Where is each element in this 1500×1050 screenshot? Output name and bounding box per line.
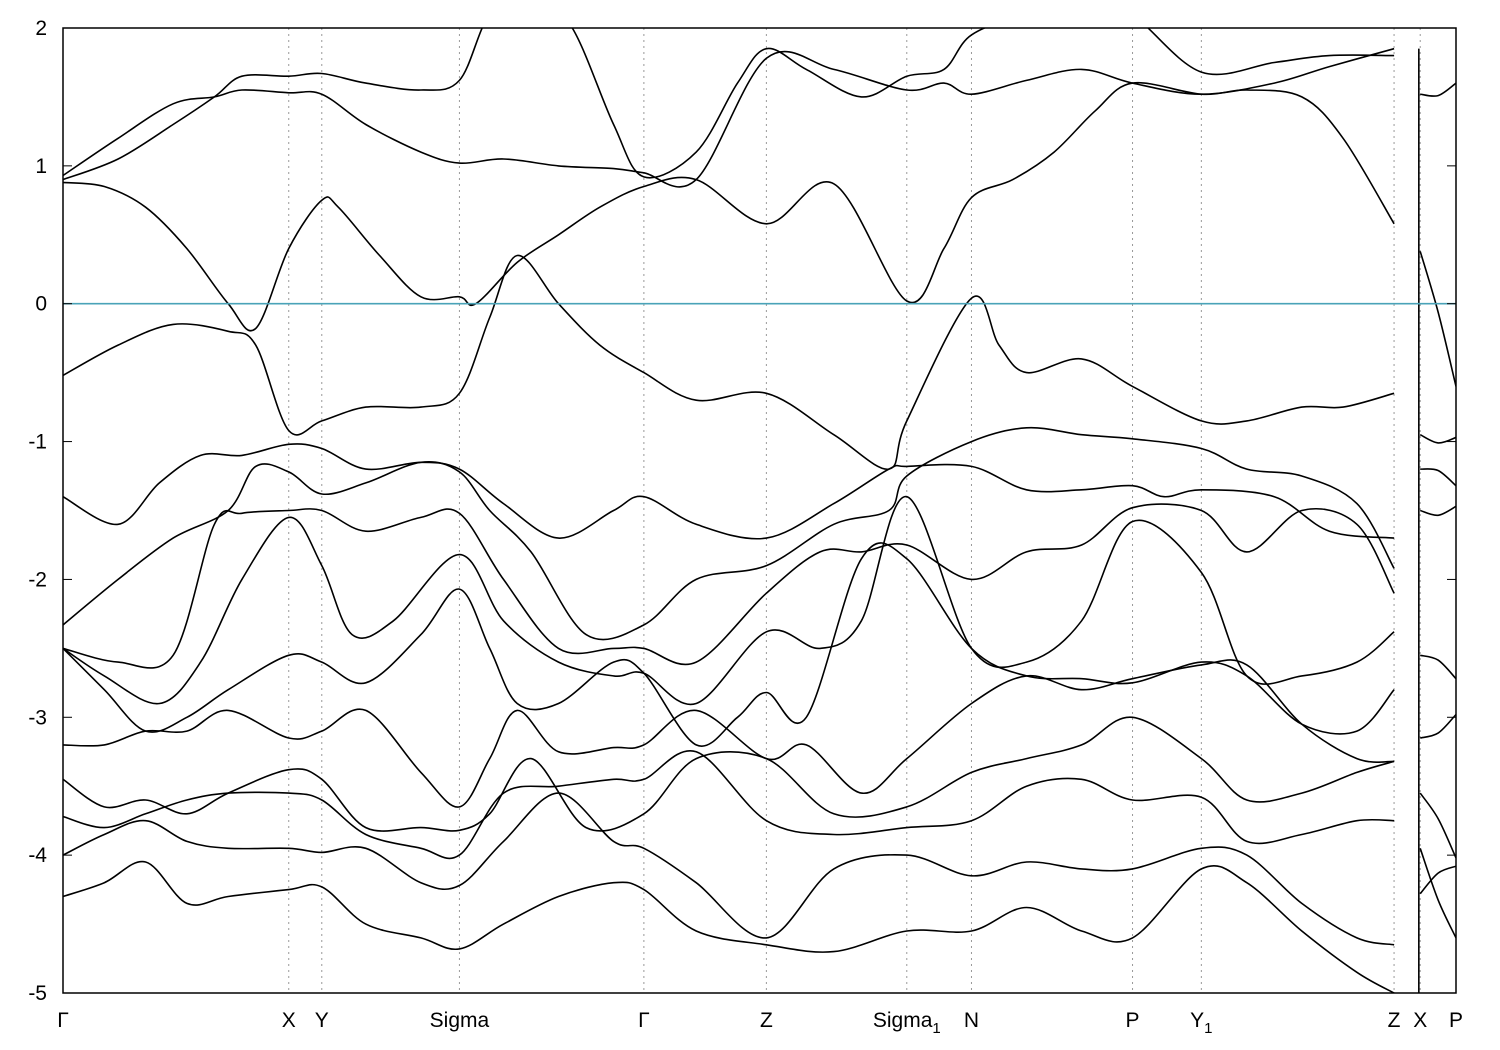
x-tick-label: Γ — [638, 1009, 650, 1032]
x-tick-label-subscript: 1 — [1204, 1020, 1212, 1037]
band-line-8 — [63, 495, 1395, 706]
y-tick-label: -1 — [28, 431, 47, 454]
y-tick-label: -5 — [28, 982, 47, 1005]
x-tick-label: P — [1449, 1009, 1463, 1032]
y-tick-label: 1 — [35, 155, 47, 178]
x-tick-label: Y1 — [1190, 1009, 1212, 1037]
band-line-11 — [63, 716, 1395, 832]
band-line-9 — [63, 542, 1395, 747]
band-line-right-7 — [1419, 713, 1456, 739]
band-line-4 — [63, 254, 1395, 470]
band-line-right-4 — [1420, 468, 1456, 487]
grid-lines — [288, 28, 1421, 993]
band-line-right-10 — [1419, 865, 1456, 895]
x-tick-label: P — [1126, 1009, 1140, 1032]
band-line-12 — [63, 749, 1395, 860]
band-line-right-2 — [1419, 251, 1456, 387]
x-tick-label: Z — [760, 1009, 773, 1032]
x-axis: Γ X Y Sigma Γ Z Sigma1 N P Y1 Z PX — [57, 1009, 1463, 1037]
band-line-5 — [63, 443, 1395, 540]
y-tick-label: -2 — [28, 568, 47, 591]
band-line-10 — [63, 659, 1395, 808]
x-tick-label: Z — [1388, 1009, 1401, 1032]
band-line-right-8 — [1419, 792, 1456, 859]
y-axis: -5 -4 -3 -2 -1 0 1 2 — [28, 17, 1456, 1005]
band-line-right-5 — [1419, 505, 1456, 517]
band-line-3 — [63, 81, 1395, 332]
plot-frame — [62, 27, 1457, 994]
band-line-right-9 — [1419, 848, 1456, 939]
band-line-6 — [63, 426, 1395, 641]
y-tick-label: -3 — [28, 706, 47, 729]
x-tick-label: X — [282, 1009, 296, 1032]
band-line-right-1 — [1420, 82, 1456, 97]
band-lines — [63, 28, 1456, 993]
band-line-13 — [63, 792, 1395, 946]
band-line-1 — [63, 47, 1395, 188]
y-tick-label: 2 — [35, 17, 47, 40]
x-tick-label: Γ — [57, 1009, 69, 1032]
band-line-7 — [63, 503, 1395, 669]
band-line-14 — [63, 860, 1395, 993]
band-line-right-6 — [1419, 654, 1456, 680]
x-tick-label: N — [964, 1009, 979, 1032]
x-tick-label: Sigma — [430, 1009, 490, 1032]
x-tick-label: X — [1413, 1009, 1427, 1032]
x-tick-label: Sigma1 — [873, 1009, 941, 1037]
x-tick-label: Y — [315, 1009, 329, 1032]
y-tick-label: -4 — [28, 844, 47, 867]
band-line-right-3 — [1419, 433, 1456, 444]
x-tick-label-subscript: 1 — [932, 1020, 940, 1037]
band-line-2 — [63, 28, 1395, 181]
y-tick-label: 0 — [35, 293, 47, 316]
